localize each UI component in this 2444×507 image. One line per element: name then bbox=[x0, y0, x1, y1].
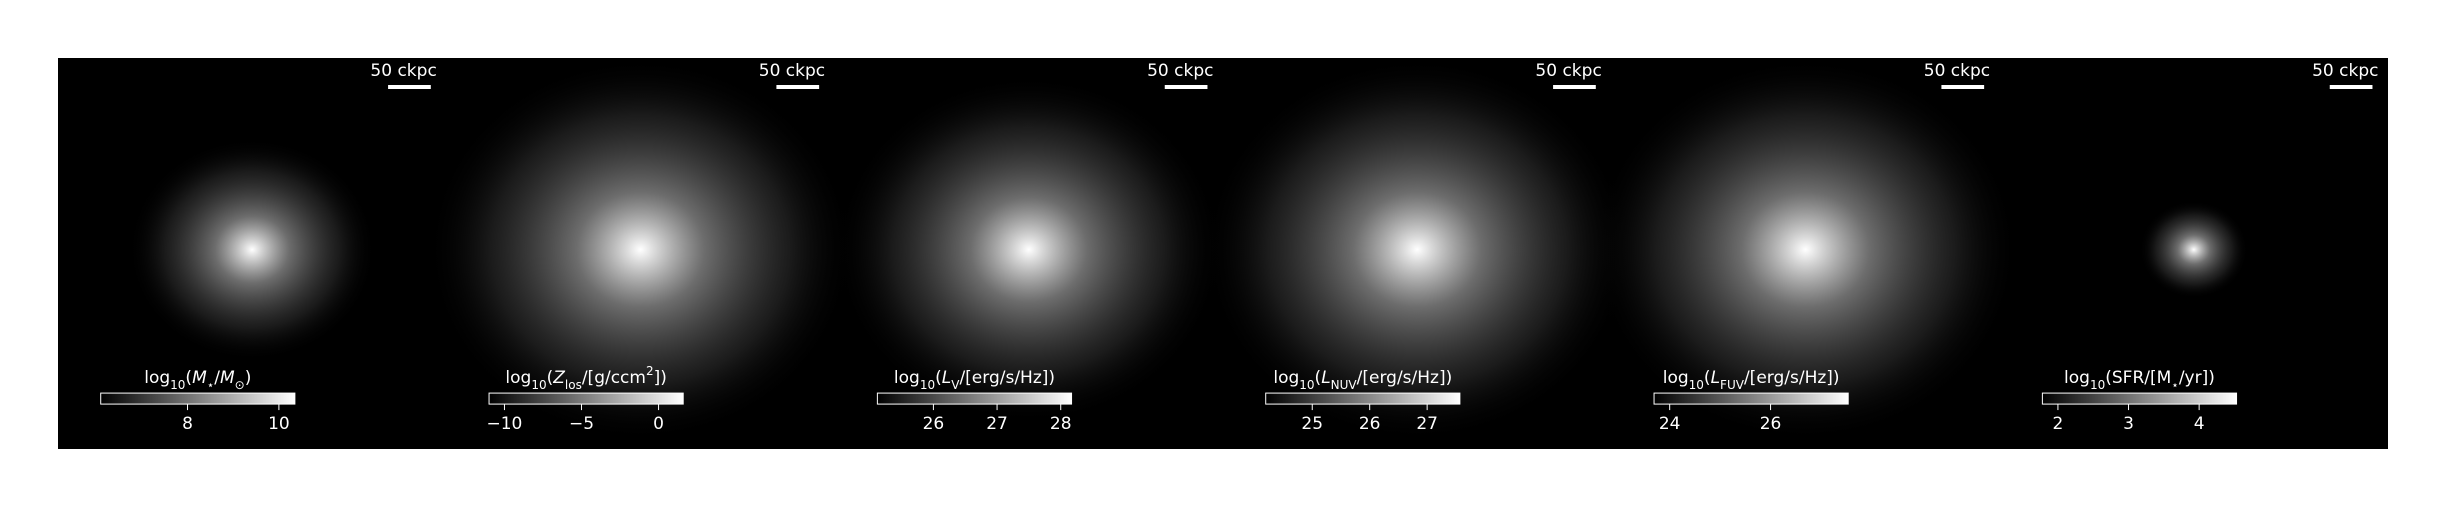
colorbar bbox=[100, 392, 296, 405]
galaxy-image bbox=[426, 57, 855, 442]
label-segment: ( bbox=[1315, 368, 1322, 388]
colorbar-tick-label: 8 bbox=[182, 414, 193, 434]
label-segment: /[g/ccm bbox=[582, 368, 646, 388]
label-segment: 10 bbox=[920, 378, 935, 392]
label-segment: ( bbox=[935, 368, 942, 388]
label-segment: M bbox=[220, 368, 235, 388]
colorbar bbox=[1653, 392, 1849, 405]
colorbar-tick-label: 2 bbox=[2053, 414, 2064, 434]
galaxy-image bbox=[1591, 57, 2020, 442]
galaxy-image bbox=[2139, 200, 2249, 299]
colorbar-tick-label: −10 bbox=[487, 414, 523, 434]
colorbar-label: log10(LV/[erg/s/Hz]) bbox=[894, 368, 1055, 392]
colorbar-tick-label: 26 bbox=[1760, 414, 1782, 434]
label-segment: log bbox=[144, 368, 170, 388]
colorbar-tick-label: 27 bbox=[1416, 414, 1438, 434]
scalebar-label: 50 ckpc bbox=[1147, 61, 1213, 81]
label-segment: log bbox=[2064, 368, 2090, 388]
colorbar-label: log10(LFUV/[erg/s/Hz]) bbox=[1663, 368, 1840, 392]
colorbar-tick-label: 3 bbox=[2123, 414, 2134, 434]
galaxy-image bbox=[834, 74, 1223, 425]
colorbar-tick-label: 0 bbox=[653, 414, 664, 434]
label-segment: log bbox=[894, 368, 920, 388]
label-segment: (SFR/[M bbox=[2105, 368, 2171, 388]
colorbar-label: log10(M⋆/M⊙) bbox=[144, 368, 251, 392]
label-segment: /[erg/s/Hz]) bbox=[959, 368, 1055, 388]
colorbar bbox=[488, 392, 684, 405]
label-segment: ⋆ bbox=[2171, 378, 2179, 392]
colorbar-label: log10(LNUV/[erg/s/Hz]) bbox=[1273, 368, 1452, 392]
label-segment: 10 bbox=[170, 378, 185, 392]
colorbar-tick-label: 25 bbox=[1301, 414, 1323, 434]
label-segment: 10 bbox=[2090, 378, 2105, 392]
colorbar bbox=[1265, 392, 1461, 405]
label-segment: NUV bbox=[1331, 378, 1358, 392]
label-segment: ( bbox=[185, 368, 192, 388]
scalebar-label: 50 ckpc bbox=[759, 61, 825, 81]
colorbar-tick-label: 26 bbox=[923, 414, 945, 434]
label-segment: L bbox=[942, 368, 951, 388]
label-segment: log bbox=[1663, 368, 1689, 388]
colorbar-tick-label: 4 bbox=[2194, 414, 2205, 434]
colorbar-label: log10(SFR/[M⋆/yr]) bbox=[2064, 368, 2215, 392]
label-segment: /[erg/s/Hz]) bbox=[1744, 368, 1840, 388]
scalebar-label: 50 ckpc bbox=[2312, 61, 2378, 81]
label-segment: Z bbox=[552, 368, 565, 388]
label-segment: ( bbox=[1704, 368, 1711, 388]
label-segment: / bbox=[214, 368, 220, 388]
label-segment: ⊙ bbox=[235, 378, 245, 392]
label-segment: L bbox=[1711, 368, 1720, 388]
colorbar bbox=[876, 392, 1073, 405]
label-segment: ( bbox=[547, 368, 554, 388]
label-segment: V bbox=[951, 378, 960, 392]
label-segment: ]) bbox=[654, 368, 667, 388]
scalebar-label: 50 ckpc bbox=[1535, 61, 1601, 81]
label-segment: log bbox=[505, 368, 531, 388]
colorbar-tick-label: −5 bbox=[569, 414, 594, 434]
label-segment: FUV bbox=[1720, 378, 1745, 392]
label-segment: M bbox=[192, 368, 207, 388]
label-segment: ) bbox=[245, 368, 252, 388]
label-segment: ⋆ bbox=[207, 378, 215, 392]
label-segment: /yr]) bbox=[2179, 368, 2215, 388]
label-segment: 2 bbox=[646, 364, 654, 378]
colorbar bbox=[2041, 392, 2238, 405]
galaxy-image bbox=[1203, 57, 1631, 442]
label-segment: 10 bbox=[1689, 378, 1704, 392]
colorbar-tick-label: 26 bbox=[1359, 414, 1381, 434]
label-segment: /[erg/s/Hz]) bbox=[1357, 368, 1453, 388]
colorbar-label: log10(Zlos/[g/ccm2]) bbox=[505, 364, 666, 392]
scalebar-label: 50 ckpc bbox=[370, 61, 436, 81]
colorbar-tick-label: 24 bbox=[1659, 414, 1681, 434]
colorbar-tick-label: 27 bbox=[986, 414, 1008, 434]
galaxy-image bbox=[127, 137, 377, 362]
label-segment: 10 bbox=[1299, 378, 1314, 392]
colorbar-tick-label: 10 bbox=[268, 414, 290, 434]
colorbar-tick-label: 28 bbox=[1050, 414, 1072, 434]
label-segment: L bbox=[1321, 368, 1330, 388]
label-segment: 10 bbox=[531, 378, 546, 392]
label-segment: log bbox=[1273, 368, 1299, 388]
scalebar-label: 50 ckpc bbox=[1924, 61, 1990, 81]
label-segment: los bbox=[565, 378, 582, 392]
